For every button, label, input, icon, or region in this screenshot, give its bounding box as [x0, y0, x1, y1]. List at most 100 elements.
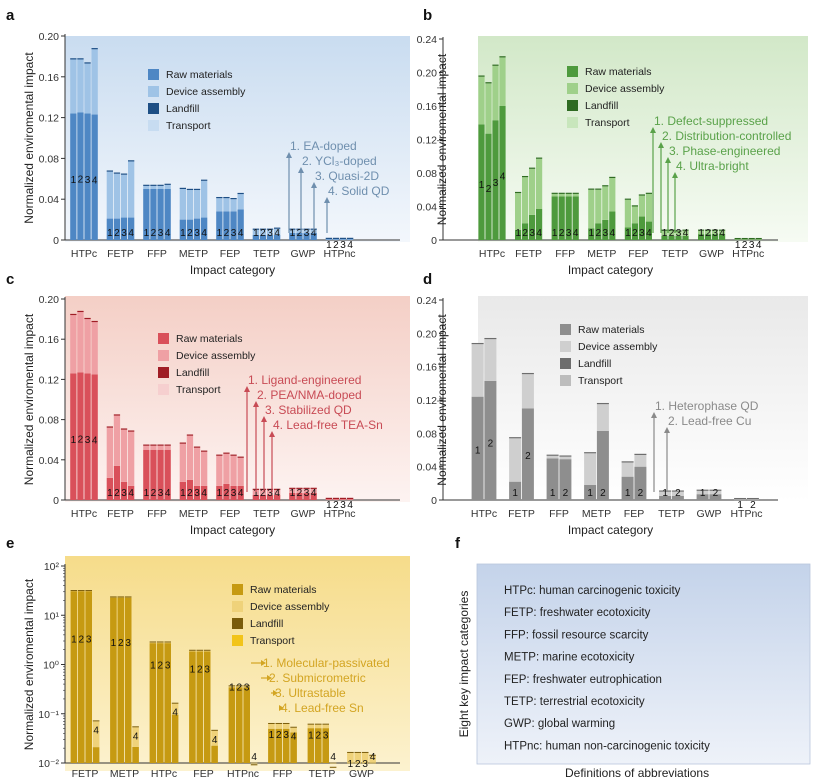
bar-landfill	[559, 455, 572, 457]
bar-raw-materials	[325, 499, 332, 500]
bar-device-assembly	[289, 229, 296, 233]
bar-number-label: 2	[705, 228, 711, 239]
annotation-arrow-head	[267, 675, 272, 681]
x-tick-label: HTPc	[71, 248, 97, 260]
x-tick-label: FETP	[107, 508, 134, 520]
bar-raw-materials	[484, 380, 497, 500]
bar-number-label: 1	[326, 500, 332, 511]
y-tick-label: 0.20	[417, 328, 438, 340]
annotation-label: 4. Ultra-bright	[676, 159, 749, 173]
legend-label: Transport	[250, 635, 295, 647]
bar-device-assembly	[748, 239, 755, 240]
bar-number-label: 2	[187, 228, 193, 239]
bar-raw-materials	[196, 651, 204, 763]
bar-device-assembly	[522, 177, 529, 224]
x-tick-label: TETP	[253, 248, 280, 260]
annotation-label: 1. Defect-suppressed	[654, 114, 768, 128]
bar-raw-materials	[332, 499, 340, 500]
bar-landfill	[536, 157, 543, 159]
bar-raw-materials	[303, 232, 310, 240]
bar-number-label: 3	[639, 228, 645, 239]
bar-landfill	[734, 497, 747, 500]
annotation-label: 1. Molecular-passivated	[263, 656, 390, 670]
bar-landfill	[551, 192, 558, 194]
bar-number-label: 3	[158, 228, 164, 239]
annotation-arrow-head	[324, 197, 330, 203]
x-axis-label: Impact category	[190, 263, 275, 277]
y-tick-label: 0.04	[39, 194, 60, 206]
bar-number-label: 3	[231, 228, 237, 239]
bar-raw-materials	[661, 235, 668, 240]
bar-device-assembly	[91, 49, 98, 115]
bar-number-label: 1	[326, 240, 332, 251]
bar-device-assembly	[315, 724, 322, 729]
legend-swatch	[560, 341, 571, 352]
bar-landfill	[201, 450, 208, 452]
bar-raw-materials	[106, 218, 113, 240]
bar-landfill	[274, 488, 281, 490]
bar-landfill	[307, 723, 315, 725]
bar-raw-materials	[347, 762, 354, 764]
bar-device-assembly	[339, 498, 347, 500]
y-tick-label: 0.24	[417, 34, 438, 46]
y-tick-label: 0.12	[39, 113, 60, 125]
bar-number-label: 3	[340, 240, 346, 251]
bar-device-assembly	[259, 489, 267, 495]
bar-device-assembly	[332, 498, 340, 500]
x-tick-label: FFP	[273, 768, 293, 779]
y-axis-label: Normalized enviromental impact	[435, 314, 449, 486]
bar-raw-materials	[117, 597, 125, 763]
legend-label: Device assembly	[250, 601, 330, 613]
legend-label: Transport	[578, 375, 623, 387]
bar-landfill	[186, 434, 194, 436]
definitions-side-label: Eight key impact categories	[457, 591, 471, 738]
bar-device-assembly	[347, 238, 354, 240]
bar-number-label: 3	[121, 228, 127, 239]
bar-raw-materials	[332, 239, 340, 240]
bar-landfill	[621, 461, 634, 463]
bar-raw-materials	[515, 229, 522, 240]
legend-label: Transport	[585, 117, 630, 129]
bar-raw-materials	[546, 458, 559, 500]
x-tick-label: METP	[587, 248, 616, 260]
bar-landfill	[734, 237, 741, 240]
bar-device-assembly	[621, 462, 634, 477]
bar-landfill	[132, 726, 139, 728]
bar-raw-materials	[290, 732, 297, 763]
bar-landfill	[171, 702, 179, 704]
bar-raw-materials	[602, 219, 609, 240]
bar-raw-materials	[110, 597, 117, 763]
bar-number-label: 3	[244, 682, 250, 693]
x-tick-label: TETP	[662, 248, 689, 260]
annotation-label: 1. EA-doped	[290, 139, 357, 153]
y-axis-label: Normalized enviromental impact	[435, 53, 449, 225]
bar-raw-materials	[645, 221, 652, 240]
bar-number-label: 4	[370, 752, 376, 763]
bar-device-assembly	[303, 488, 310, 493]
bar-raw-materials	[734, 499, 747, 501]
bar-raw-materials	[339, 239, 347, 240]
legend-swatch	[567, 100, 578, 111]
x-tick-label: FEP	[628, 248, 648, 260]
legend-swatch	[567, 66, 578, 77]
bar-landfill	[201, 179, 208, 181]
bar-device-assembly	[164, 445, 171, 450]
bar-number-label: 3	[194, 228, 200, 239]
bar-landfill	[164, 641, 171, 643]
bar-landfill	[128, 160, 135, 162]
bar-raw-materials	[325, 239, 332, 240]
bar-raw-materials	[347, 499, 354, 500]
bar-raw-materials	[509, 481, 522, 500]
bar-number-label: 3	[323, 731, 329, 742]
bar-landfill	[91, 48, 98, 50]
bar-landfill	[682, 229, 689, 231]
annotation-arrow-head	[650, 127, 656, 133]
panel-letter-d: d	[423, 271, 432, 288]
bar-raw-materials	[559, 459, 572, 500]
bar-device-assembly	[113, 173, 121, 219]
bar-device-assembly	[499, 57, 506, 106]
bar-number-label: 4	[330, 752, 336, 763]
bar-raw-materials	[471, 396, 484, 500]
legend-label: Landfill	[585, 100, 618, 112]
legend-label: Landfill	[578, 358, 611, 370]
